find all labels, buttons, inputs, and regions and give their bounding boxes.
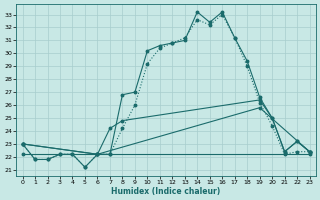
X-axis label: Humidex (Indice chaleur): Humidex (Indice chaleur) <box>111 187 221 196</box>
